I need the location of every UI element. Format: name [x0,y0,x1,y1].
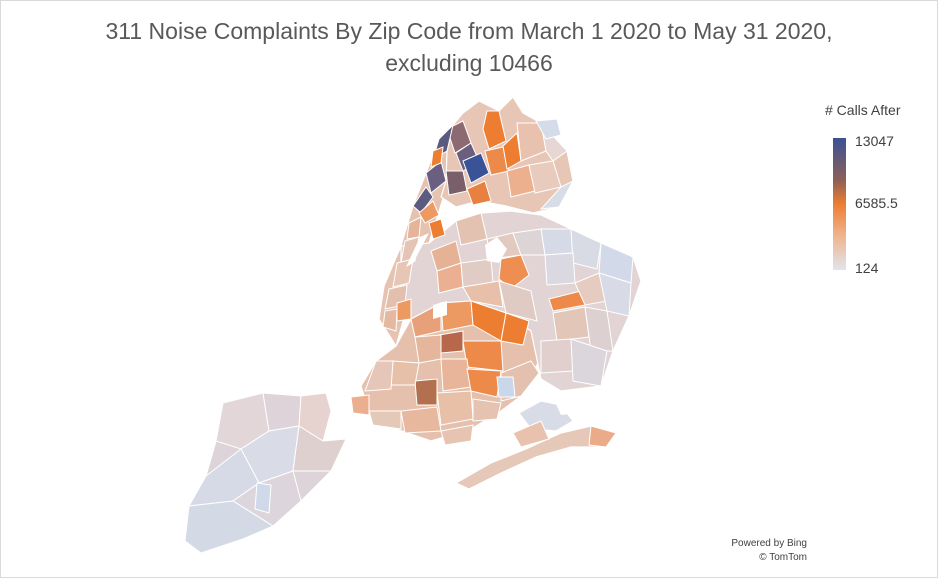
zip-area [588,425,617,448]
zip-area [462,280,504,308]
legend-min-label: 124 [855,260,879,276]
zip-area [462,340,504,372]
zip-area [414,334,442,364]
zip-area [390,360,420,386]
zip-area [455,212,488,246]
zip-area [462,152,490,184]
zip-area [482,110,507,150]
zip-area [430,146,444,168]
zip-area [570,228,602,270]
zip-area [512,420,550,448]
zip-area [292,425,347,472]
zip-area [466,368,502,398]
zip-area [428,218,446,240]
zip-area [570,338,608,387]
zip-area [466,180,492,206]
zip-area [598,272,632,317]
zip-area [539,179,575,210]
flushing-meadows [485,237,507,263]
legend-title: # Calls After [825,102,901,118]
zip-area [540,228,574,256]
legend-color-scale [833,138,846,270]
chart-title-line-1: 311 Noise Complaints By Zip Code from Ma… [105,18,833,44]
jfk-airport [551,389,596,415]
zip-area [350,394,370,416]
zip-area [254,482,272,514]
chart-title-line-2: excluding 10466 [385,50,553,76]
zip-area [364,360,394,392]
zip-area [396,298,412,322]
zip-area [500,312,530,346]
zip-area [552,306,590,342]
zip-area [472,398,502,422]
zip-area [445,170,468,196]
prospect-park [433,301,447,319]
zip-area [440,424,474,446]
zip-area [540,338,574,374]
zip-area [392,258,414,288]
zip-area [544,252,576,286]
central-park [406,233,429,267]
zip-area [262,392,302,432]
zip-area [298,392,332,442]
zip-area [382,308,398,332]
zip-area [368,410,402,430]
zip-area [184,500,275,554]
zip-area [440,358,472,392]
zip-area [584,306,614,352]
zip-area [418,200,440,224]
zip-area [412,186,434,214]
legend-mid-label: 6585.5 [855,195,898,211]
zip-area [400,406,442,434]
zip-area [436,390,474,426]
chart-title: 311 Noise Complaints By Zip Code from Ma… [1,15,937,79]
zip-area [496,376,516,398]
zip-area [498,280,538,322]
credit-bing: Powered by Bing [731,538,807,549]
credit-tomtom: © TomTom [759,552,807,563]
zip-area [438,330,464,354]
zip-area [535,118,562,140]
legend-max-label: 13047 [855,133,894,149]
zip-area [414,378,438,406]
